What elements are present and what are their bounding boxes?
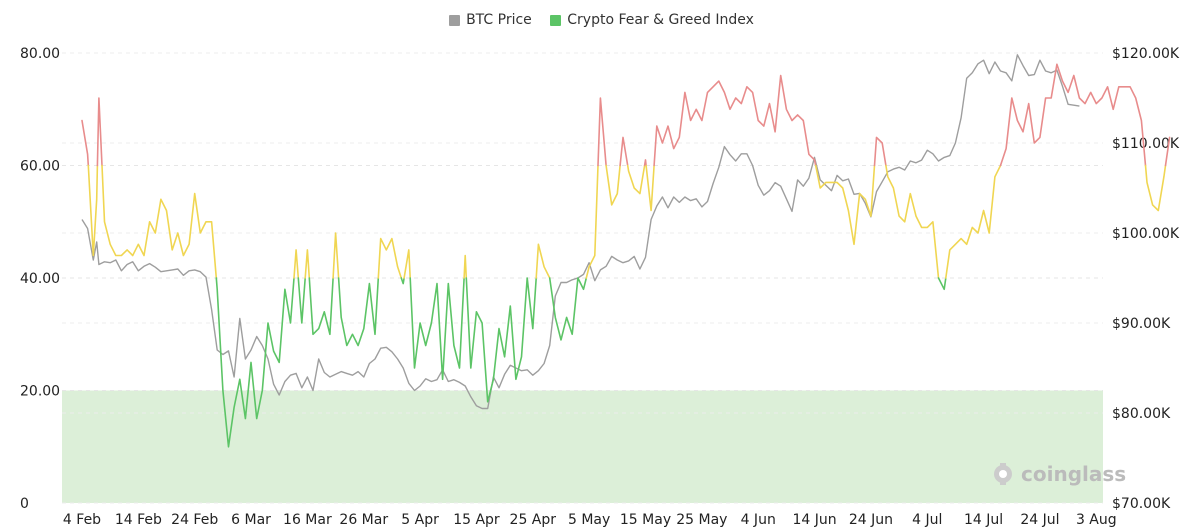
fear-greed-line-segment [337, 277, 380, 347]
x-tick-label: 24 Jul [1020, 512, 1059, 528]
fear-greed-line-segment [297, 277, 306, 324]
y-right-tick-label: $100.00K [1112, 226, 1180, 242]
y-left-tick-label: 0 [20, 496, 29, 512]
fear-greed-line-segment [87, 164, 99, 257]
fear-greed-line-segment [626, 164, 646, 195]
x-tick-label: 25 May [676, 512, 727, 528]
y-left-tick-label: 60.00 [20, 159, 60, 175]
fear-greed-line-segment [409, 277, 465, 381]
x-tick-label: 14 Jul [964, 512, 1003, 528]
coinglass-watermark: coinglass [990, 461, 1126, 487]
x-tick-label: 24 Feb [171, 512, 218, 528]
fear-greed-line-segment [814, 164, 876, 246]
x-tick-label: 16 Mar [283, 512, 332, 528]
legend-item-btc-price[interactable]: BTC Price [449, 12, 532, 28]
fear-greed-line-segment [1144, 164, 1167, 212]
fng-legend-label: Crypto Fear & Greed Index [567, 12, 754, 28]
x-tick-label: 24 Jun [849, 512, 893, 528]
fear-greed-line-segment [937, 277, 947, 291]
y-right-tick-label: $80.00K [1112, 406, 1171, 422]
coinglass-logo-icon [994, 463, 1012, 485]
fear-greed-line-segment [293, 249, 300, 279]
fear-greed-line-segment [653, 74, 817, 167]
x-tick-label: 4 Jul [912, 512, 942, 528]
fear-greed-line-segment [619, 136, 629, 167]
x-tick-label: 14 Jun [792, 512, 836, 528]
x-tick-label: 25 Apr [510, 512, 557, 528]
x-tick-label: 6 Mar [231, 512, 271, 528]
x-tick-label: 15 Apr [453, 512, 500, 528]
watermark-text: coinglass [1021, 462, 1127, 486]
fear-greed-line-segment [403, 249, 411, 279]
y-right-tick-label: $110.00K [1112, 136, 1180, 152]
btc-legend-swatch [449, 14, 461, 26]
y-right-tick-label: $120.00K [1112, 46, 1180, 62]
fear-greed-line-segment [645, 164, 655, 212]
fear-greed-line-segment [400, 277, 405, 285]
fear-greed-line-segment [463, 254, 468, 279]
y-left-tick-label: 80.00 [20, 46, 60, 62]
x-tick-label: 3 Aug [1076, 512, 1117, 528]
fear-greed-line-segment [585, 164, 599, 279]
fear-greed-line-segment [597, 97, 607, 167]
y-left-tick-label: 40.00 [20, 271, 60, 287]
btc-legend-label: BTC Price [466, 12, 532, 28]
fear-greed-line-segment [377, 237, 403, 279]
y-right-tick-label: $90.00K [1112, 316, 1171, 332]
fear-greed-line-segment [873, 136, 887, 167]
fear-greed-line-segment [548, 277, 588, 341]
fear-greed-line-segment [945, 164, 1002, 279]
btc-price-line [81, 54, 1080, 410]
fear-greed-line-segment [1164, 136, 1171, 167]
fear-greed-line-segment [81, 119, 90, 167]
x-tick-label: 15 May [620, 512, 671, 528]
x-tick-label: 26 Mar [339, 512, 388, 528]
fear-greed-line-segment [465, 277, 537, 403]
chart-legend: BTC Price Crypto Fear & Greed Index [0, 12, 1203, 30]
fear-greed-line-segment [304, 249, 311, 279]
fear-greed-line-segment [215, 277, 295, 448]
fng-legend-swatch [550, 14, 562, 26]
fear-greed-line-segment [96, 97, 103, 167]
fear-greed-line-segment [605, 164, 621, 206]
y-left-tick-label: 20.00 [20, 384, 60, 400]
fear-greed-line-segment [535, 243, 551, 279]
x-tick-label: 4 Feb [63, 512, 101, 528]
x-tick-label: 14 Feb [115, 512, 162, 528]
y-right-tick-label: $70.00K [1112, 496, 1171, 512]
fear-greed-line-segment [101, 164, 218, 279]
fear-greed-line-segment [308, 277, 334, 336]
x-tick-label: 5 May [568, 512, 610, 528]
legend-item-fear-greed-index[interactable]: Crypto Fear & Greed Index [550, 12, 754, 28]
fear-greed-line-segment [999, 63, 1147, 167]
fear-greed-line-segment [643, 159, 647, 167]
fear-greed-line-segment [332, 232, 340, 279]
x-tick-label: 4 Jun [741, 512, 776, 528]
fear-greed-line-segment [885, 164, 940, 279]
extreme-fear-band [62, 390, 1103, 503]
x-tick-label: 5 Apr [401, 512, 439, 528]
